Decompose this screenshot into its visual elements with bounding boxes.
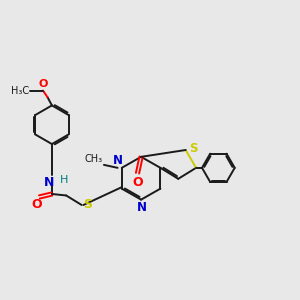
- Text: O: O: [38, 79, 48, 89]
- Text: S: S: [83, 198, 92, 211]
- Text: CH₃: CH₃: [84, 154, 102, 164]
- Text: N: N: [44, 176, 55, 189]
- Text: H: H: [60, 175, 69, 185]
- Text: S: S: [189, 142, 198, 155]
- Text: N: N: [137, 201, 147, 214]
- Text: O: O: [32, 198, 42, 212]
- Text: H₃C: H₃C: [11, 85, 29, 96]
- Text: O: O: [132, 176, 143, 189]
- Text: N: N: [112, 154, 123, 166]
